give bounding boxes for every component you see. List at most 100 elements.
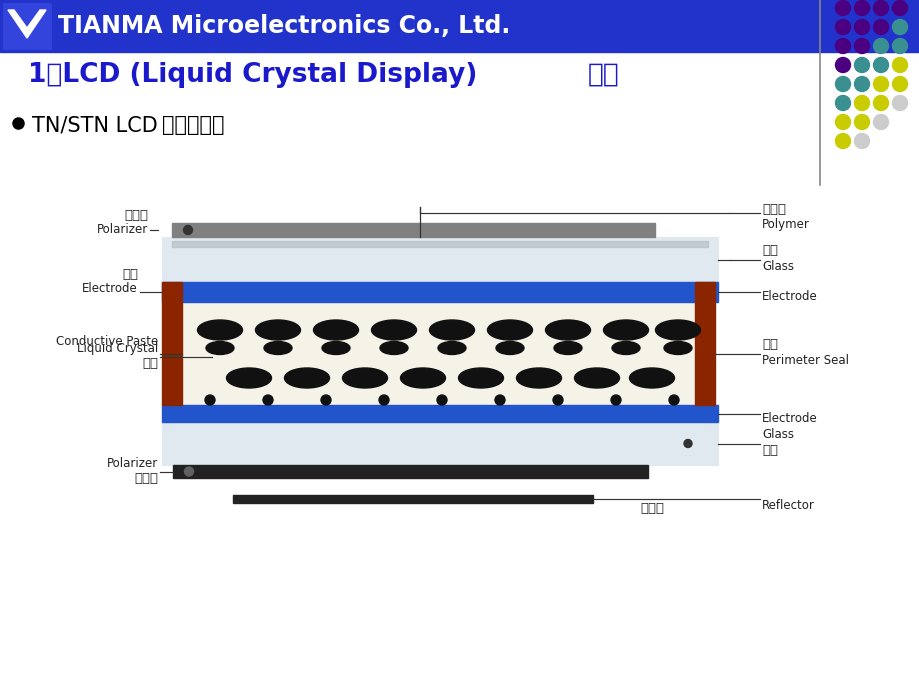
Circle shape <box>552 395 562 405</box>
Circle shape <box>891 77 906 92</box>
Text: Polarizer: Polarizer <box>96 223 148 236</box>
Circle shape <box>891 19 906 34</box>
Ellipse shape <box>284 368 329 388</box>
Ellipse shape <box>603 320 648 340</box>
Circle shape <box>379 395 389 405</box>
Bar <box>233 495 593 503</box>
Ellipse shape <box>226 368 271 388</box>
Text: 電極: 電極 <box>122 268 138 281</box>
Ellipse shape <box>573 368 618 388</box>
Circle shape <box>872 19 888 34</box>
Text: Polymer: Polymer <box>761 218 809 231</box>
Ellipse shape <box>553 342 582 355</box>
Circle shape <box>834 133 849 148</box>
Polygon shape <box>8 10 46 38</box>
Circle shape <box>872 57 888 72</box>
Circle shape <box>834 115 849 130</box>
Circle shape <box>205 395 215 405</box>
Bar <box>162 405 717 422</box>
Ellipse shape <box>545 320 590 340</box>
Text: 液晶: 液晶 <box>142 357 158 370</box>
Ellipse shape <box>429 320 474 340</box>
Circle shape <box>854 95 868 110</box>
Circle shape <box>872 95 888 110</box>
Ellipse shape <box>342 368 387 388</box>
Ellipse shape <box>206 342 233 355</box>
Text: 简介: 简介 <box>587 62 619 88</box>
Bar <box>162 282 717 302</box>
Text: 偏光片: 偏光片 <box>134 471 158 484</box>
Circle shape <box>854 39 868 54</box>
Circle shape <box>872 39 888 54</box>
Text: 玻璃: 玻璃 <box>761 444 777 457</box>
Ellipse shape <box>495 342 524 355</box>
Text: Electrode: Electrode <box>761 290 817 303</box>
Text: Electrode: Electrode <box>82 282 138 295</box>
Ellipse shape <box>380 342 407 355</box>
Text: 玻璃: 玻璃 <box>761 244 777 257</box>
Text: Electrode: Electrode <box>761 411 817 424</box>
Bar <box>173 465 647 478</box>
Text: Glass: Glass <box>761 428 793 440</box>
Bar <box>172 223 654 237</box>
Text: 1、LCD (Liquid Crystal Display): 1、LCD (Liquid Crystal Display) <box>28 62 486 88</box>
Text: 反射片: 反射片 <box>640 502 664 515</box>
Ellipse shape <box>611 342 640 355</box>
Ellipse shape <box>371 320 416 340</box>
Ellipse shape <box>487 320 532 340</box>
Text: Reflector: Reflector <box>761 499 814 512</box>
Text: TIANMA Microelectronics Co., Ltd.: TIANMA Microelectronics Co., Ltd. <box>58 14 510 38</box>
Bar <box>182 302 694 405</box>
Circle shape <box>183 226 192 235</box>
Bar <box>172 241 708 247</box>
Circle shape <box>891 57 906 72</box>
Circle shape <box>872 77 888 92</box>
Ellipse shape <box>664 342 691 355</box>
Circle shape <box>668 395 678 405</box>
Text: 偏光片: 偏光片 <box>124 209 148 222</box>
Circle shape <box>872 1 888 15</box>
Ellipse shape <box>629 368 674 388</box>
Ellipse shape <box>313 320 358 340</box>
Circle shape <box>854 77 868 92</box>
Circle shape <box>834 39 849 54</box>
Ellipse shape <box>654 320 699 340</box>
Text: 结构示意图: 结构示意图 <box>162 115 224 135</box>
Text: Glass: Glass <box>761 259 793 273</box>
Ellipse shape <box>255 320 301 340</box>
Bar <box>694 282 714 405</box>
Circle shape <box>854 115 868 130</box>
Bar <box>0 0 919 52</box>
Circle shape <box>610 395 620 405</box>
Circle shape <box>854 133 868 148</box>
Circle shape <box>854 1 868 15</box>
Circle shape <box>834 19 849 34</box>
Text: Polarizer: Polarizer <box>107 457 158 469</box>
Circle shape <box>185 467 193 476</box>
Circle shape <box>834 77 849 92</box>
Circle shape <box>263 395 273 405</box>
Ellipse shape <box>458 368 503 388</box>
Bar <box>4 4 50 48</box>
Text: TN/STN LCD: TN/STN LCD <box>32 115 157 135</box>
Circle shape <box>834 1 849 15</box>
Bar <box>162 237 717 282</box>
Circle shape <box>891 39 906 54</box>
Text: 配向膜: 配向膜 <box>761 203 785 216</box>
Circle shape <box>321 395 331 405</box>
Circle shape <box>437 395 447 405</box>
Circle shape <box>683 440 691 448</box>
Circle shape <box>872 115 888 130</box>
Ellipse shape <box>516 368 561 388</box>
Circle shape <box>494 395 505 405</box>
Text: Conductive Paste: Conductive Paste <box>56 335 158 348</box>
Circle shape <box>834 57 849 72</box>
Ellipse shape <box>264 342 291 355</box>
Circle shape <box>854 19 868 34</box>
Ellipse shape <box>400 368 445 388</box>
Text: Perimeter Seal: Perimeter Seal <box>761 353 848 366</box>
Text: 膠框: 膠框 <box>761 337 777 351</box>
Ellipse shape <box>437 342 466 355</box>
Circle shape <box>891 95 906 110</box>
Ellipse shape <box>322 342 349 355</box>
